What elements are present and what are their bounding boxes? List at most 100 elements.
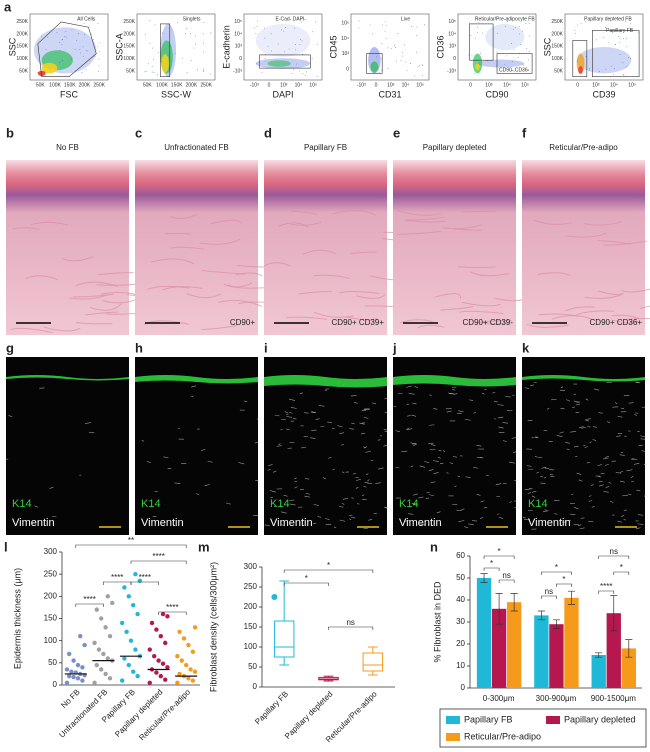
flow-event: [197, 69, 198, 71]
flow-x-tick: 10³: [387, 82, 395, 88]
flow-event: [421, 74, 423, 76]
flow-event: [202, 33, 204, 35]
data-point: [98, 667, 104, 672]
flow-event: [387, 47, 389, 49]
y-tick-label: 60: [456, 551, 465, 560]
flow-event: [608, 41, 610, 43]
vimentin-signal: [513, 451, 517, 454]
flow-event: [605, 27, 606, 28]
dermis-fiber: [150, 258, 195, 265]
flow-event: [358, 27, 360, 29]
y-tick-label: 30: [456, 617, 465, 626]
box: [362, 652, 384, 672]
flow-event: [64, 36, 66, 37]
flow-event: [416, 51, 418, 53]
flow-event: [513, 71, 515, 72]
dermis-fiber: [639, 305, 650, 309]
flow-cloud: [37, 70, 46, 77]
dermis-fiber: [477, 320, 512, 324]
y-tick-label: 0: [461, 683, 466, 692]
vimentin-signal: [560, 407, 565, 410]
data-point: [75, 662, 81, 668]
vimentin-signal: [317, 516, 322, 518]
vimentin-signal: [617, 520, 623, 523]
vimentin-signal: [522, 516, 526, 519]
vimentin-signal: [605, 486, 610, 488]
vimentin-signal: [607, 421, 610, 423]
flow-event: [162, 32, 163, 34]
vimentin-signal: [528, 487, 533, 490]
vimentin-signal: [598, 481, 603, 483]
dermis-fiber: [526, 323, 569, 328]
vimentin-signal: [288, 398, 295, 401]
significance-bracket: [541, 571, 572, 575]
flow-event: [400, 60, 402, 61]
vimentin-signal: [412, 493, 419, 496]
flow-event: [525, 23, 527, 24]
significance-label: ****: [152, 552, 164, 561]
vimentin-signal: [8, 415, 13, 418]
flow-event: [314, 21, 316, 23]
vimentin-signal: [578, 479, 583, 482]
flow-event: [194, 35, 196, 37]
flow-event: [41, 35, 43, 37]
flow-y-tick: 0: [453, 56, 456, 62]
data-point: [135, 673, 140, 679]
flow-event: [409, 63, 411, 64]
flow-event: [477, 26, 478, 28]
data-point: [80, 665, 85, 670]
dermis-fiber: [278, 222, 310, 228]
panel-letter: c: [135, 125, 142, 140]
data-point: [71, 674, 76, 680]
flow-event: [79, 49, 81, 50]
panel-letter: e: [393, 125, 400, 140]
flow-event: [97, 23, 99, 25]
panel-letter: a: [4, 0, 12, 14]
flow-event: [506, 21, 508, 22]
vimentin-signal: [49, 486, 54, 489]
flow-event: [417, 66, 419, 68]
flow-event: [91, 33, 93, 35]
flow-event: [522, 64, 524, 66]
vimentin-signal: [549, 468, 554, 471]
vimentin-signal: [492, 392, 496, 394]
significance-bracket: [483, 567, 500, 571]
flow-y-tick: 10⁴: [448, 31, 456, 37]
vimentin-signal: [286, 416, 293, 418]
significance-label: ns: [545, 587, 553, 596]
data-point: [64, 680, 70, 685]
vimentin-signal: [574, 507, 579, 510]
bar: [591, 655, 606, 688]
flow-y-tick: 250K: [123, 19, 135, 25]
vimentin-signal: [503, 482, 507, 485]
flow-event: [372, 33, 373, 35]
data-point: [163, 677, 168, 682]
flow-event: [203, 71, 204, 72]
vimentin-signal: [365, 473, 369, 475]
vimentin-signal: [589, 441, 592, 444]
flow-event: [253, 27, 255, 29]
flow-event: [82, 55, 84, 57]
panel-title: Papillary FB: [304, 143, 347, 152]
flow-event: [526, 48, 528, 50]
vimentin-signal: [273, 505, 278, 507]
panel-letter: m: [198, 539, 210, 554]
vimentin-signal: [378, 467, 384, 470]
data-point: [124, 629, 129, 634]
flow-y-tick: 10³: [449, 44, 457, 50]
flow-event: [513, 48, 515, 50]
flow-event: [153, 58, 154, 60]
flow-event: [317, 43, 319, 45]
dermis-fiber: [25, 275, 58, 281]
vimentin-signal: [469, 399, 474, 401]
data-point: [94, 607, 99, 612]
data-point: [66, 673, 72, 679]
dermis-fiber: [201, 325, 237, 331]
data-point: [165, 665, 170, 670]
flow-event: [576, 60, 578, 62]
dermis-fiber: [147, 285, 190, 290]
significance-label: *: [327, 561, 330, 570]
vimentin-signal: [375, 482, 381, 484]
flow-event: [575, 33, 577, 35]
vimentin-signal: [294, 477, 297, 480]
